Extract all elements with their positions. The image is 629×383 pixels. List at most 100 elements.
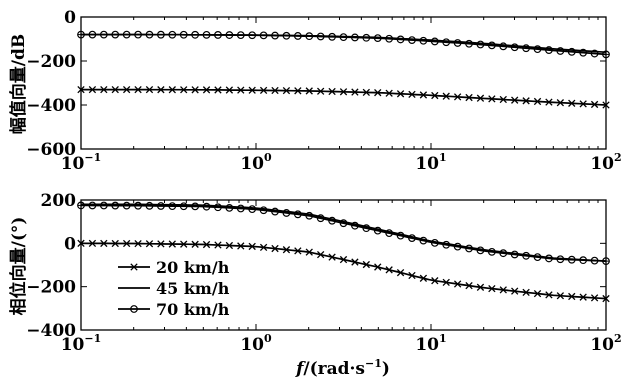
x-tick-exponent: 1 [439, 332, 447, 345]
phase-marker-20-km-h [328, 253, 336, 261]
legend-label-70-km-h: 70 km/h [156, 300, 230, 319]
phase-marker-20-km-h [431, 277, 439, 285]
x-tick-base: 10 [61, 154, 85, 174]
y-tick-label: −400 [26, 96, 76, 116]
x-tick-label: 10−1 [61, 332, 102, 355]
magnitude-marker-20-km-h [568, 99, 576, 107]
magnitude-marker-20-km-h [590, 100, 599, 109]
magnitude-marker-20-km-h [351, 88, 359, 96]
y-tick-label: −200 [26, 52, 76, 72]
x-tick-exponent: 1 [439, 151, 447, 164]
magnitude-marker-20-km-h [511, 96, 519, 104]
magnitude-marker-20-km-h [545, 98, 553, 106]
x-tick-base: 10 [240, 154, 264, 174]
phase-marker-20-km-h [168, 240, 176, 248]
phase-marker-20-km-h [88, 239, 97, 248]
magnitude-marker-20-km-h [77, 85, 85, 94]
phase-marker-20-km-h [362, 260, 370, 269]
phase-marker-20-km-h [476, 283, 485, 291]
magnitude-marker-20-km-h [202, 86, 211, 94]
phase-marker-20-km-h [396, 268, 405, 277]
x-tick-exponent: 2 [614, 151, 622, 164]
phase-marker-20-km-h [453, 280, 462, 288]
x-tick-base: 10 [415, 335, 439, 355]
phase-marker-20-km-h [317, 250, 325, 259]
magnitude-marker-20-km-h [499, 95, 507, 104]
x-tick-label: 102 [590, 151, 621, 174]
x-tick-exponent: 0 [264, 151, 272, 164]
magnitude-marker-20-km-h [396, 90, 405, 98]
legend-label-45-km-h: 45 km/h [156, 279, 230, 298]
magnitude-marker-20-km-h [488, 95, 496, 103]
phase-marker-20-km-h [100, 239, 108, 248]
magnitude-y-axis-label: 幅值向量/dB [8, 34, 29, 134]
phase-marker-20-km-h [339, 255, 348, 264]
phase-marker-20-km-h [545, 291, 553, 299]
y-tick-label: 0 [64, 234, 76, 254]
magnitude-marker-20-km-h [431, 91, 439, 100]
phase-marker-20-km-h [499, 286, 507, 294]
x-tick-exponent: −1 [84, 332, 101, 345]
magnitude-marker-20-km-h [442, 92, 450, 100]
phase-marker-20-km-h [282, 246, 291, 254]
phase-marker-20-km-h [351, 258, 359, 266]
magnitude-marker-20-km-h [317, 87, 325, 95]
phase-marker-20-km-h [556, 292, 565, 300]
phase-marker-20-km-h [533, 289, 542, 298]
y-tick-label: 200 [41, 191, 77, 211]
magnitude-marker-20-km-h [271, 86, 279, 95]
phase-marker-20-km-h [305, 248, 313, 256]
x-tick-base: 10 [61, 335, 85, 355]
magnitude-marker-20-km-h [294, 87, 302, 95]
x-tick-base: 10 [590, 335, 614, 355]
magnitude-marker-20-km-h [579, 100, 587, 108]
x-tick-base: 10 [590, 154, 614, 174]
phase-marker-20-km-h [419, 274, 428, 282]
y-tick-label: 0 [64, 8, 76, 28]
magnitude-marker-20-km-h [157, 86, 165, 94]
magnitude-marker-20-km-h [259, 86, 268, 95]
magnitude-marker-20-km-h [88, 85, 97, 94]
x-tick-base: 10 [415, 154, 439, 174]
phase-marker-20-km-h [122, 239, 131, 248]
phase-series-layer [77, 201, 610, 303]
x-tick-exponent: 2 [614, 332, 622, 345]
phase-marker-20-km-h [248, 242, 256, 251]
phase-marker-20-km-h [214, 241, 222, 249]
y-tick-label: −600 [26, 140, 76, 160]
magnitude-marker-20-km-h [362, 88, 370, 97]
x-tick-exponent: 0 [264, 332, 272, 345]
x-tick-label: 100 [240, 151, 272, 174]
magnitude-marker-20-km-h [602, 101, 610, 109]
phase-marker-20-km-h [237, 242, 245, 250]
x-tick-label: 10−1 [61, 151, 102, 174]
magnitude-marker-20-km-h [214, 86, 222, 94]
phase-marker-20-km-h [225, 241, 234, 250]
x-label-unit: /(rad·s [303, 359, 365, 379]
magnitude-ticks [80, 16, 606, 150]
y-tick-label: −400 [26, 321, 76, 341]
magnitude-marker-20-km-h [100, 85, 108, 94]
phase-marker-20-km-h [191, 240, 199, 248]
magnitude-marker-20-km-h [305, 87, 313, 95]
x-tick-base: 10 [240, 335, 264, 355]
magnitude-series-layer [77, 30, 610, 109]
magnitude-marker-20-km-h [145, 85, 154, 94]
phase-marker-20-km-h [488, 284, 496, 293]
phase-marker-20-km-h [590, 294, 599, 302]
phase-marker-20-km-h [77, 239, 85, 247]
magnitude-marker-20-km-h [134, 85, 142, 94]
legend-label-20-km-h: 20 km/h [156, 258, 230, 277]
x-label-close: ) [382, 359, 390, 379]
phase-marker-20-km-h [145, 240, 154, 248]
magnitude-marker-20-km-h [408, 90, 416, 99]
phase-marker-20-km-h [568, 292, 576, 301]
x-tick-exponent: −1 [84, 151, 101, 164]
magnitude-marker-20-km-h [419, 91, 428, 99]
magnitude-marker-20-km-h [168, 86, 176, 94]
magnitude-marker-20-km-h [225, 86, 234, 94]
phase-marker-20-km-h [294, 247, 302, 255]
